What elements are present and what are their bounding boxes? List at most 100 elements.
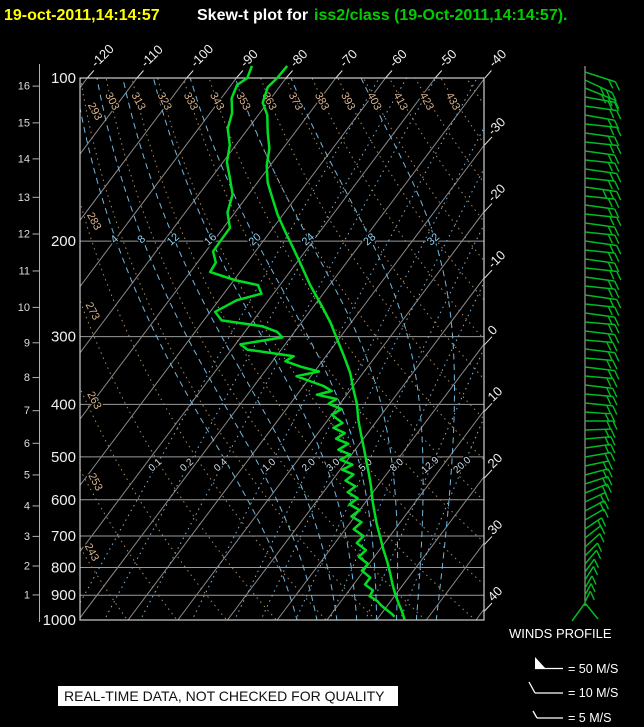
- pressure-tick-label: 800: [51, 559, 76, 576]
- full-barb-icon: [528, 681, 563, 694]
- dry-adiabat-label: 393: [338, 90, 357, 112]
- isotherm-right-label: 0: [485, 322, 501, 338]
- surface-wind-vee: [571, 601, 599, 622]
- height-tick-label: 15: [18, 117, 30, 129]
- isotherm-top-label: -120: [88, 41, 117, 70]
- dry-adiabat-label: 273: [83, 300, 102, 322]
- isotherm-right-label: 20: [485, 450, 506, 471]
- quality-banner-text: REAL-TIME DATA, NOT CHECKED FOR QUALITY: [64, 688, 385, 704]
- isotherm-top-label: -80: [287, 46, 311, 70]
- pressure-tick-label: 700: [51, 528, 76, 545]
- isotherm-right-label: -10: [485, 247, 509, 271]
- height-tick-label: 8: [24, 372, 30, 384]
- dry-adiabat-label: 323: [155, 90, 174, 112]
- mixing-ratio-lines: [80, 78, 484, 620]
- dry-adiabat-label: 283: [84, 210, 103, 232]
- isotherm-right-label: -30: [485, 114, 509, 138]
- dewpoint-trace: [208, 65, 396, 618]
- dry-adiabat-label: 293: [85, 101, 104, 123]
- isotherm-right-labels: -30 -20 -10 0 10 20 30 40: [484, 114, 509, 612]
- title-label: Skew-t plot for: [197, 7, 308, 24]
- pressure-tick-label: 100: [51, 70, 76, 87]
- pressure-tick-label: 900: [51, 587, 76, 604]
- dry-adiabat-label: 413: [391, 90, 410, 112]
- pressure-tick-label: 500: [51, 449, 76, 466]
- height-tick-label: 1: [24, 589, 30, 601]
- mixing-ratio-label: 0.4: [212, 456, 230, 474]
- dry-adiabat-label: 423: [417, 90, 436, 112]
- height-tick-label: 5: [24, 469, 30, 481]
- legend-5ms-label: = 5 M/S: [568, 711, 611, 725]
- height-tick-label: 6: [24, 438, 30, 450]
- dry-adiabat-label: 263: [84, 390, 103, 412]
- height-tick-label: 4: [24, 500, 30, 512]
- isotherm-right-label: 10: [485, 384, 506, 405]
- isotherm-top-label: -50: [436, 46, 460, 70]
- moist-adiabat-label: 8: [136, 233, 149, 246]
- dry-adiabat-label: 353: [233, 90, 252, 112]
- isotherm-lines: [80, 78, 484, 620]
- title-bar: 19-oct-2011,14:14:57 Skew-t plot for iss…: [4, 7, 568, 24]
- half-barb-icon: [532, 710, 563, 719]
- height-tick-label: 13: [18, 192, 30, 204]
- dry-adiabat-label: 243: [82, 542, 101, 564]
- title-timestamp: 19-oct-2011,14:14:57: [4, 7, 160, 24]
- pressure-tick-label: 300: [51, 329, 76, 346]
- moist-adiabat-label: 12: [165, 231, 182, 248]
- winds-profile-title: WINDS PROFILE: [509, 626, 612, 641]
- temperature-trace: [261, 65, 406, 621]
- moist-adiabat-label: 24: [300, 231, 317, 248]
- isobar-lines: [80, 240, 484, 596]
- quality-banner: REAL-TIME DATA, NOT CHECKED FOR QUALITY: [58, 686, 398, 706]
- isotherm-top-label: -40: [485, 46, 509, 70]
- isotherm-top-labels: -120 -110 -100 -90 -80 -70 -60 -50 -40: [86, 41, 509, 79]
- height-tick-label: 7: [24, 405, 30, 417]
- legend-10ms-label: = 10 M/S: [568, 686, 618, 700]
- moist-adiabat-label: 32: [425, 231, 442, 248]
- title-station: iss2/class (19-Oct-2011,14:14:57).: [314, 7, 568, 24]
- dry-adiabat-label: 433: [443, 90, 462, 112]
- height-tick-label: 9: [24, 337, 30, 349]
- plot-frame: [79, 77, 485, 621]
- sounding-traces: [208, 65, 406, 621]
- moist-adiabat-lines: [80, 78, 455, 620]
- isotherm-right-label: -20: [485, 181, 509, 205]
- dry-adiabat-label: 253: [86, 471, 105, 493]
- pressure-axis-labels: 100 200 300 400 500 600 700 800 900 1000: [43, 70, 76, 629]
- mixing-ratio-label: 20.0: [451, 455, 473, 476]
- wind-legend: = 50 M/S = 10 M/S = 5 M/S: [528, 657, 618, 725]
- isotherm-top-label: -110: [138, 42, 166, 70]
- dry-adiabat-label: 303: [102, 90, 121, 112]
- pressure-tick-label: 200: [51, 233, 76, 250]
- isotherm-right-label: 30: [485, 517, 506, 538]
- dry-adiabat-label: 333: [181, 90, 200, 112]
- pressure-tick-label: 400: [51, 396, 76, 413]
- height-tick-label: 2: [24, 560, 30, 572]
- dry-adiabat-label: 343: [207, 90, 226, 112]
- isotherm-top-label: -90: [237, 46, 261, 70]
- isotherm-top-label: -60: [386, 46, 410, 70]
- legend-50ms-label: = 50 M/S: [568, 662, 618, 676]
- wind-profile: [571, 66, 622, 622]
- height-tick-label: 3: [24, 531, 30, 543]
- pressure-tick-label: 600: [51, 492, 76, 509]
- height-tick-label: 12: [18, 228, 30, 240]
- isotherm-right-label: 40: [485, 583, 506, 604]
- mixing-ratio-label: 8.0: [388, 456, 406, 474]
- pressure-tick-label: 1000: [43, 612, 76, 629]
- moist-adiabat-label: 20: [247, 231, 264, 248]
- isotherm-top-label: -100: [187, 41, 216, 70]
- height-tick-label: 11: [19, 265, 30, 277]
- height-tick-label: 14: [18, 153, 30, 165]
- isotherm-top-label: -70: [336, 46, 360, 70]
- mixing-ratio-label: 2.0: [300, 456, 318, 474]
- flag-barb-icon: [535, 657, 563, 670]
- dry-adiabat-lines: [80, 78, 484, 620]
- dry-adiabat-label: 373: [286, 90, 305, 112]
- dry-adiabat-label: 313: [128, 90, 147, 112]
